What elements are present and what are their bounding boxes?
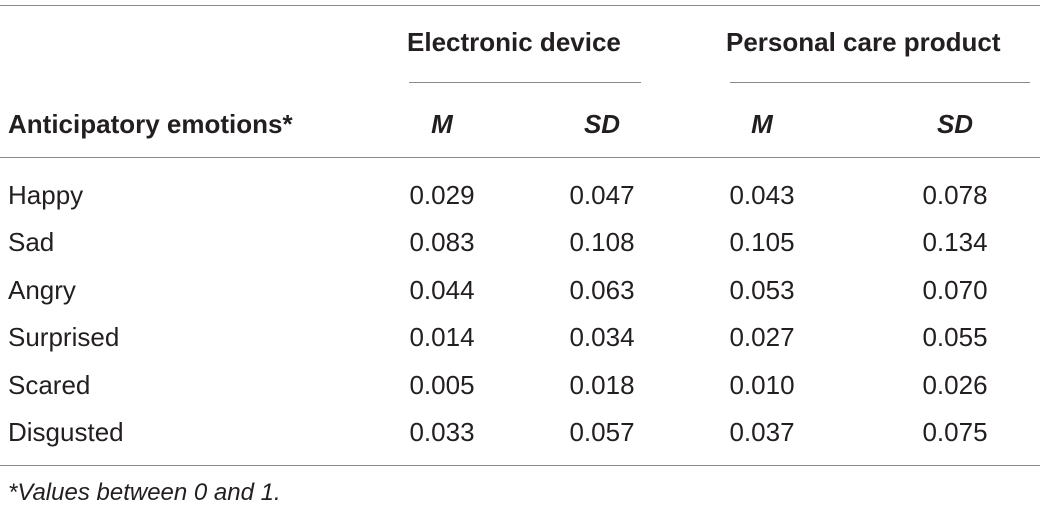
table-row-label: Angry	[8, 275, 76, 305]
group-underline-electronic-device	[409, 82, 641, 83]
stat-header-m-electronic: M	[431, 109, 453, 139]
table-cell: 0.083	[409, 227, 475, 257]
table-cell: 0.033	[409, 417, 475, 447]
table-cell: 0.037	[729, 417, 795, 447]
table-row-label: Disgusted	[8, 417, 124, 447]
table-cell: 0.014	[409, 322, 475, 352]
group-header-electronic-device: Electronic device	[407, 27, 621, 57]
table-row-label: Happy	[8, 180, 84, 210]
table-cell: 0.029	[409, 180, 475, 210]
table-cell: 0.043	[729, 180, 795, 210]
group-header-personal-care-product: Personal care product	[726, 27, 1001, 57]
table-footnote: *Values between 0 and 1.	[8, 479, 281, 506]
table-cell: 0.044	[409, 275, 475, 305]
table-cell: 0.108	[569, 227, 635, 257]
stat-header-m-personal-care: M	[751, 109, 773, 139]
table-cell: 0.134	[922, 227, 988, 257]
table-cell: 0.105	[729, 227, 795, 257]
stat-header-sd-personal-care: SD	[936, 109, 974, 139]
table-cell: 0.027	[729, 322, 795, 352]
table-cell: 0.047	[569, 180, 635, 210]
table-cell: 0.005	[409, 370, 475, 400]
table-cell: 0.070	[922, 275, 988, 305]
top-rule	[0, 5, 1040, 6]
group-underline-personal-care-product	[730, 82, 1030, 83]
table-cell: 0.063	[569, 275, 635, 305]
table-cell: 0.026	[922, 370, 988, 400]
table-cell: 0.010	[729, 370, 795, 400]
table-row-label: Surprised	[8, 322, 120, 352]
table-cell: 0.055	[922, 322, 988, 352]
row-header-label: Anticipatory emotions*	[8, 109, 293, 139]
table-cell: 0.075	[922, 417, 988, 447]
stat-header-sd-electronic: SD	[583, 109, 621, 139]
table-cell: 0.053	[729, 275, 795, 305]
table-row-label: Scared	[8, 370, 91, 400]
header-rule	[0, 157, 1040, 158]
table-cell: 0.018	[569, 370, 635, 400]
table-cell: 0.034	[569, 322, 635, 352]
table-row-label: Sad	[8, 227, 55, 257]
bottom-rule	[0, 465, 1040, 466]
table-cell: 0.078	[922, 180, 988, 210]
table-cell: 0.057	[569, 417, 635, 447]
